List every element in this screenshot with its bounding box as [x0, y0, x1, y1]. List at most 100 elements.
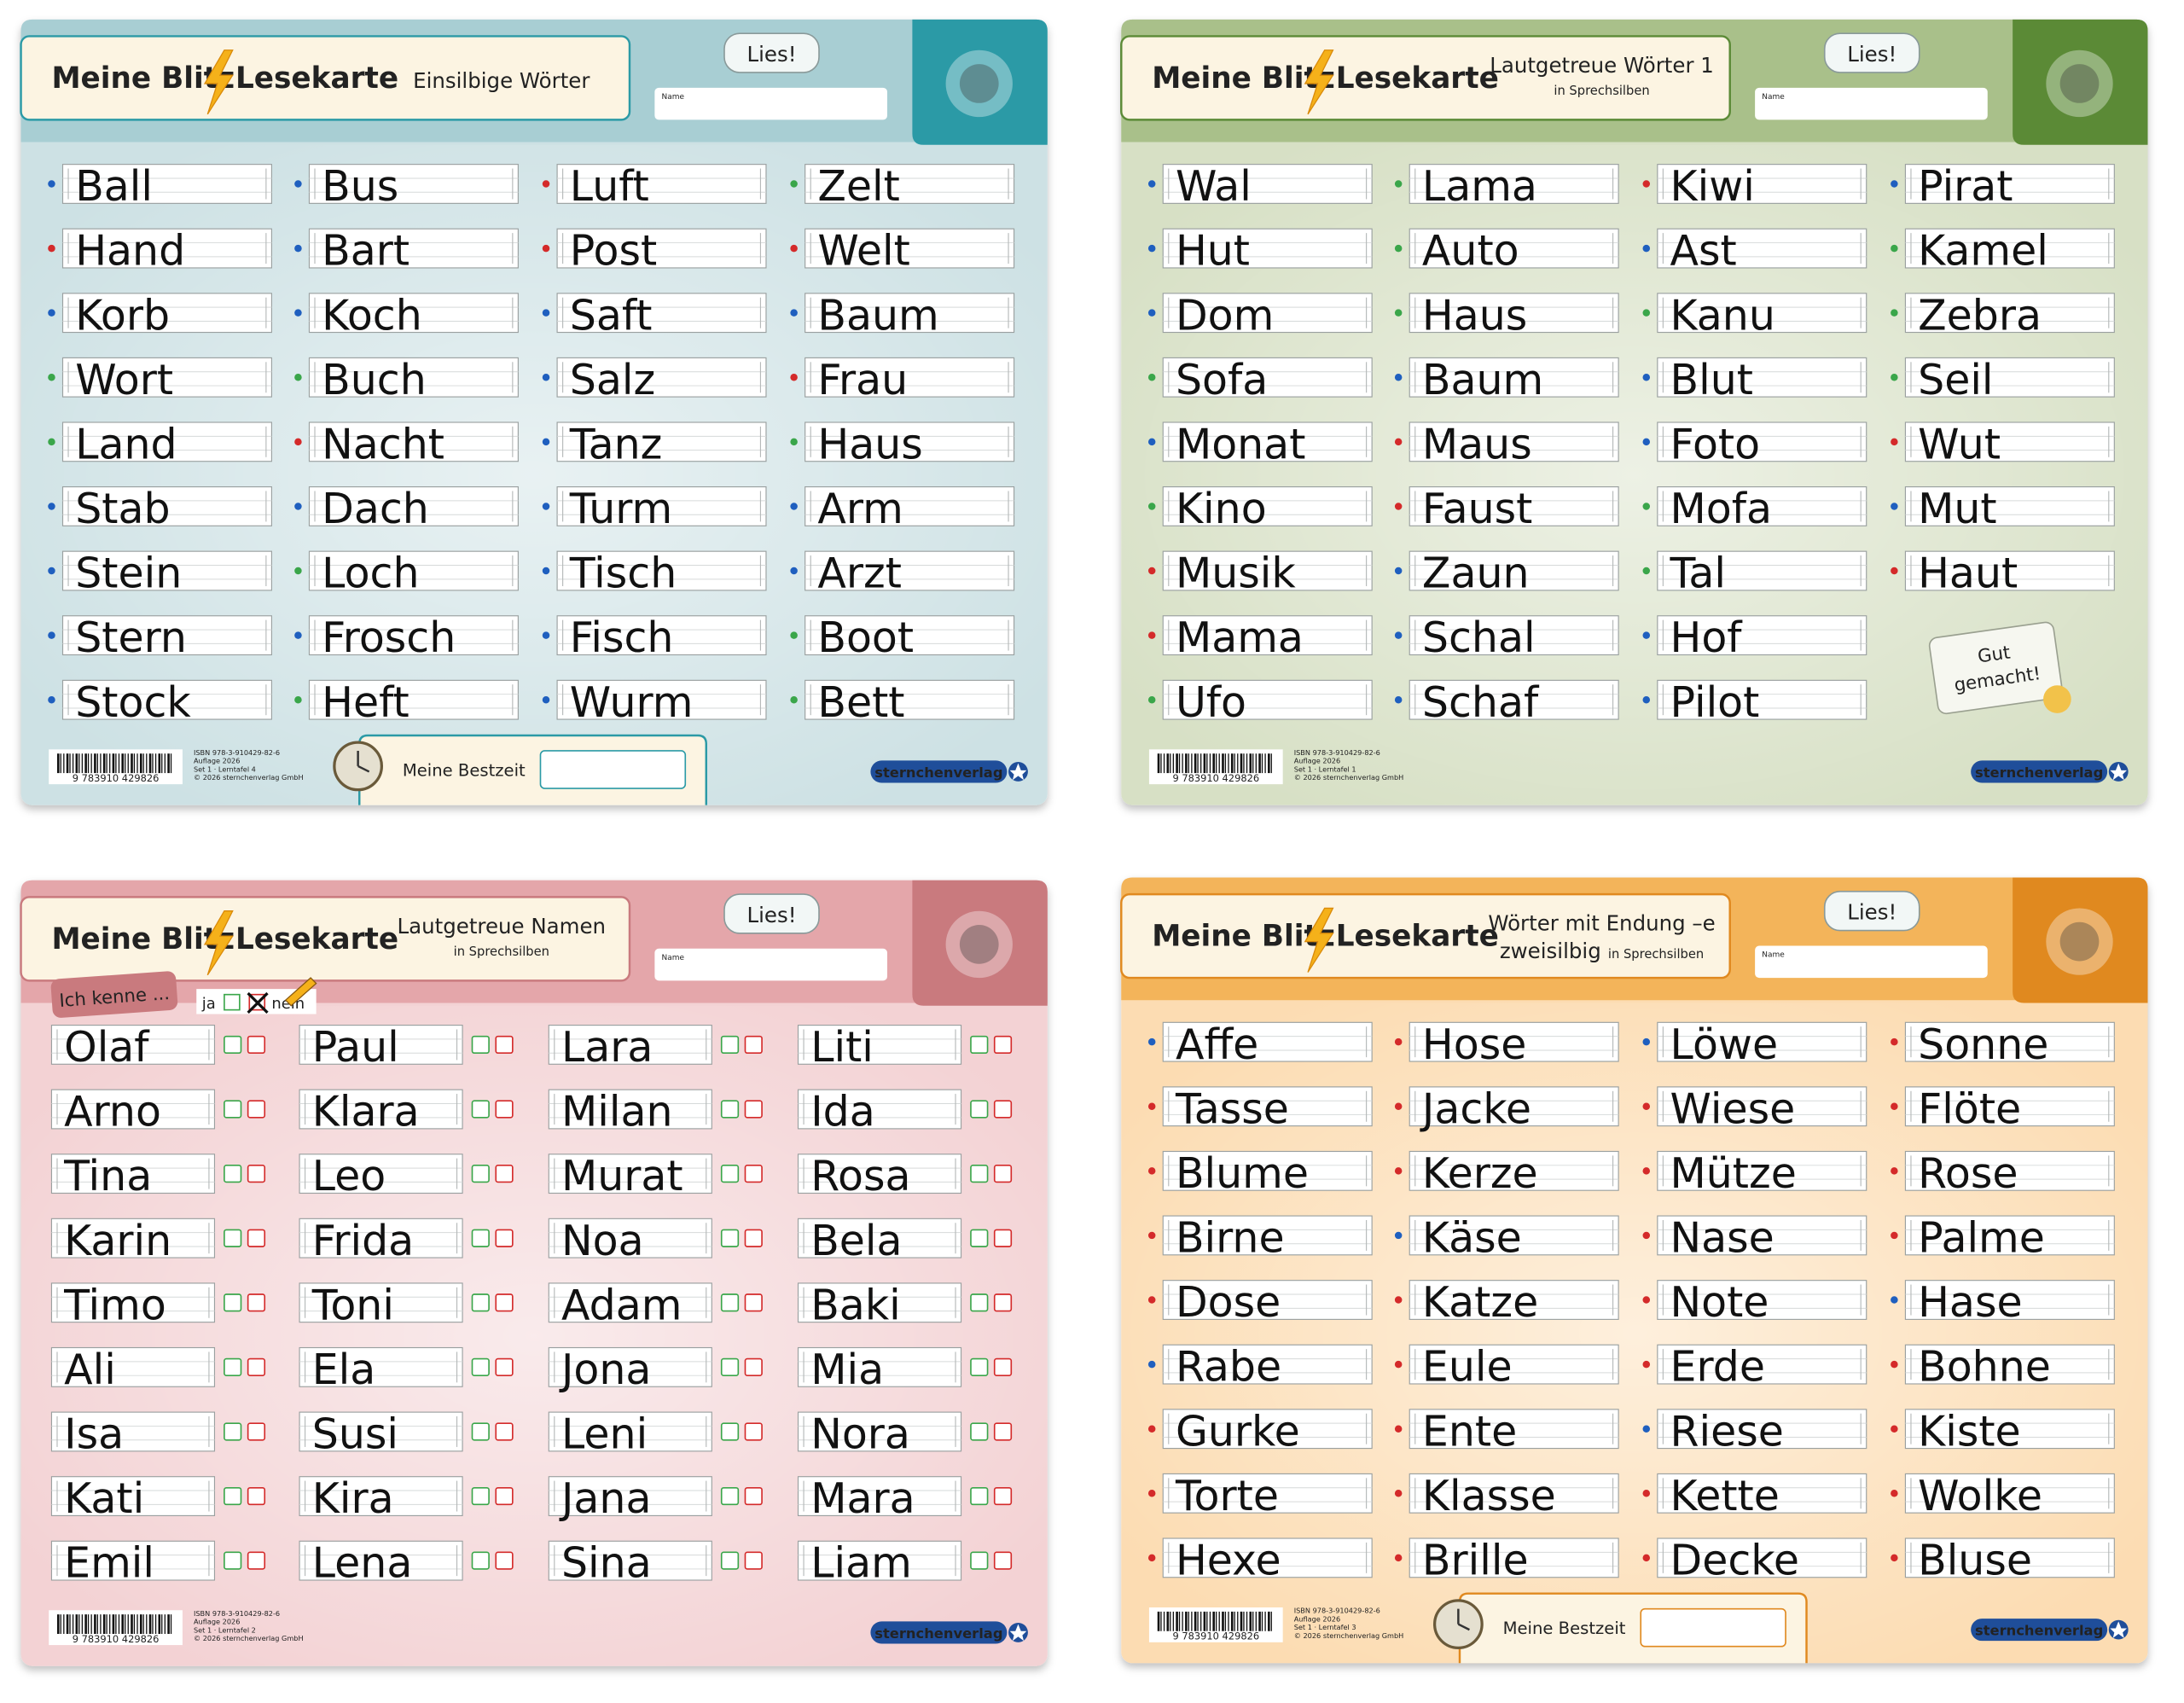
no-checkbox[interactable] — [744, 1100, 763, 1119]
yes-checkbox[interactable] — [224, 1035, 242, 1055]
no-checkbox[interactable] — [495, 1551, 514, 1570]
yes-checkbox[interactable] — [970, 1486, 989, 1506]
word-box — [299, 1154, 463, 1194]
barcode-bar — [1258, 753, 1261, 774]
yes-checkbox[interactable] — [224, 1422, 242, 1441]
no-checkbox[interactable] — [247, 1293, 266, 1312]
syllable-dot — [1891, 244, 1898, 253]
yes-checkbox[interactable] — [970, 1035, 989, 1055]
no-checkbox[interactable] — [495, 1165, 514, 1183]
yes-checkbox[interactable] — [471, 1165, 490, 1183]
syllable-dot — [48, 180, 55, 188]
barcode-bar — [1212, 753, 1215, 774]
barcode-bar — [81, 753, 84, 774]
no-checkbox[interactable] — [744, 1551, 763, 1570]
yes-checkbox[interactable] — [720, 1357, 740, 1376]
yes-checkbox[interactable] — [471, 1229, 490, 1247]
no-checkbox[interactable] — [993, 1229, 1013, 1247]
no-checkbox[interactable] — [993, 1293, 1013, 1312]
no-checkbox[interactable] — [993, 1357, 1013, 1376]
yes-checkbox[interactable] — [720, 1293, 740, 1312]
syllable-dot — [1394, 374, 1403, 381]
no-checkbox[interactable] — [744, 1357, 763, 1376]
no-checkbox[interactable] — [247, 1551, 266, 1570]
no-checkbox[interactable] — [744, 1229, 763, 1247]
yes-checkbox[interactable] — [970, 1357, 989, 1376]
barcode-bar — [1212, 1611, 1215, 1631]
syllable-dot — [1891, 1425, 1898, 1433]
barcode-bar — [109, 753, 111, 774]
no-checkbox[interactable] — [993, 1035, 1013, 1055]
yes-checkbox[interactable] — [224, 1100, 242, 1119]
yes-checkbox[interactable] — [224, 1293, 242, 1312]
syllable-dot — [294, 567, 302, 575]
no-checkbox[interactable] — [247, 1035, 266, 1055]
no-checkbox[interactable] — [993, 1551, 1013, 1570]
yes-checkbox[interactable] — [471, 1422, 490, 1441]
yes-checkbox[interactable] — [970, 1229, 989, 1247]
yes-checkbox[interactable] — [224, 1486, 242, 1506]
yes-checkbox[interactable] — [720, 1165, 740, 1183]
word-box — [548, 1025, 712, 1065]
no-checkbox[interactable] — [495, 1100, 514, 1119]
no-checkbox[interactable] — [744, 1486, 763, 1506]
yes-checkbox[interactable] — [471, 1551, 490, 1570]
yes-checkbox[interactable] — [720, 1035, 740, 1055]
yes-checkbox[interactable] — [471, 1100, 490, 1119]
word-box — [1657, 164, 1867, 204]
no-checkbox[interactable] — [247, 1486, 266, 1506]
yes-checkbox[interactable] — [224, 1229, 242, 1247]
yes-checkbox[interactable] — [970, 1551, 989, 1570]
barcode-bar — [96, 753, 98, 774]
no-checkbox[interactable] — [993, 1100, 1013, 1119]
no-checkbox[interactable] — [247, 1357, 266, 1376]
barcode-bar — [1264, 1611, 1266, 1631]
yes-checkbox[interactable] — [720, 1100, 740, 1119]
syllable-dot — [1394, 1231, 1403, 1240]
yes-checkbox[interactable] — [471, 1293, 490, 1312]
yes-checkbox[interactable] — [471, 1486, 490, 1506]
yes-checkbox[interactable] — [224, 1357, 242, 1376]
yes-checkbox[interactable] — [970, 1293, 989, 1312]
no-checkbox[interactable] — [495, 1486, 514, 1506]
no-checkbox[interactable] — [495, 1035, 514, 1055]
no-checkbox[interactable] — [744, 1165, 763, 1183]
yes-checkbox[interactable] — [471, 1357, 490, 1376]
yes-checkbox[interactable] — [970, 1165, 989, 1183]
word: Hof — [1670, 613, 1744, 662]
word: Timo — [63, 1281, 166, 1329]
imprint-line: © 2026 sternchenverlag GmbH — [194, 773, 304, 782]
no-checkbox[interactable] — [247, 1229, 266, 1247]
yes-checkbox[interactable] — [224, 1165, 242, 1183]
no-checkbox[interactable] — [495, 1357, 514, 1376]
no-checkbox[interactable] — [744, 1293, 763, 1312]
yes-checkbox[interactable] — [970, 1422, 989, 1441]
yes-checkbox[interactable] — [224, 1551, 242, 1570]
no-checkbox[interactable] — [993, 1486, 1013, 1506]
no-checkbox[interactable] — [247, 1422, 266, 1441]
imprint-line: Set 1 · Lerntafel 4 — [194, 764, 256, 773]
yes-checkbox[interactable] — [720, 1229, 740, 1247]
no-checkbox[interactable] — [247, 1100, 266, 1119]
no-checkbox[interactable] — [993, 1165, 1013, 1183]
word: Jana — [559, 1474, 652, 1523]
best-time-field — [539, 750, 687, 789]
word-box — [50, 1411, 216, 1452]
word: Arzt — [817, 549, 902, 598]
yes-checkbox[interactable] — [471, 1035, 490, 1055]
yes-checkbox[interactable] — [720, 1486, 740, 1506]
no-checkbox[interactable] — [744, 1422, 763, 1441]
no-checkbox[interactable] — [495, 1293, 514, 1312]
yes-checkbox[interactable] — [720, 1422, 740, 1441]
barcode-bar — [1224, 1611, 1227, 1631]
yes-checkbox[interactable] — [720, 1551, 740, 1570]
word: Klara — [312, 1088, 420, 1136]
no-checkbox[interactable] — [993, 1422, 1013, 1441]
no-checkbox[interactable] — [247, 1165, 266, 1183]
no-checkbox[interactable] — [495, 1229, 514, 1247]
no-checkbox[interactable] — [495, 1422, 514, 1441]
yes-checkbox[interactable] — [970, 1100, 989, 1119]
barcode-bar — [121, 1614, 125, 1635]
no-checkbox[interactable] — [744, 1035, 763, 1055]
word: Decke — [1670, 1536, 1800, 1584]
